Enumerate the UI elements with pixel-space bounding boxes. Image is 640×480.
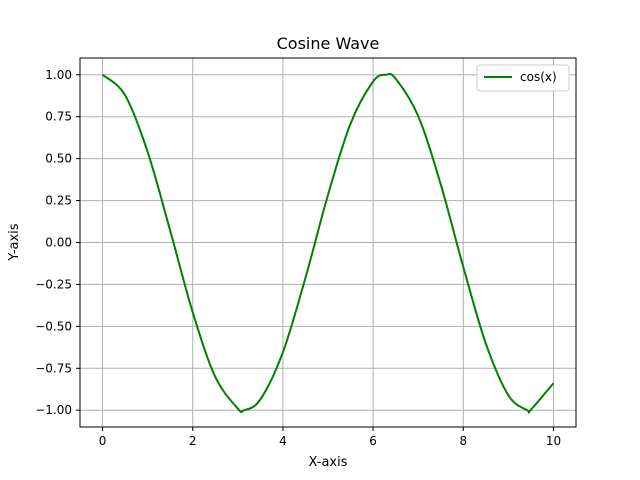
y-tick-label: −0.50 [35, 319, 72, 333]
x-axis-label: X-axis [309, 455, 348, 470]
legend: cos(x) [476, 64, 570, 92]
series-line-cos [101, 72, 555, 414]
chart-title: Cosine Wave [277, 34, 380, 53]
y-axis-label: Y-axis [7, 223, 22, 261]
y-axis: −1.00 −0.75 −0.50 −0.25 0.00 0.25 0.50 0.75 1.00 [35, 68, 80, 417]
series-group [101, 72, 555, 414]
y-tick-label: 0.75 [45, 110, 72, 124]
y-tick-label: 0.25 [45, 194, 72, 208]
x-tick-label: 6 [369, 434, 377, 448]
grid [80, 58, 576, 427]
legend-label-cos: cos(x) [520, 70, 557, 84]
x-tick-label: 0 [99, 434, 107, 448]
y-tick-label: −0.25 [35, 277, 72, 291]
y-tick-label: 1.00 [45, 68, 72, 82]
y-tick-label: −0.75 [35, 361, 72, 375]
x-tick-label: 8 [459, 434, 467, 448]
x-tick-label: 10 [546, 434, 561, 448]
x-tick-label: 2 [189, 434, 197, 448]
y-tick-label: 0.50 [45, 152, 72, 166]
y-tick-label: −1.00 [35, 403, 72, 417]
y-tick-label: 0.00 [45, 236, 72, 250]
legend-box [476, 64, 570, 92]
x-tick-label: 4 [279, 434, 287, 448]
x-axis: 0 2 4 6 8 10 [99, 427, 561, 448]
